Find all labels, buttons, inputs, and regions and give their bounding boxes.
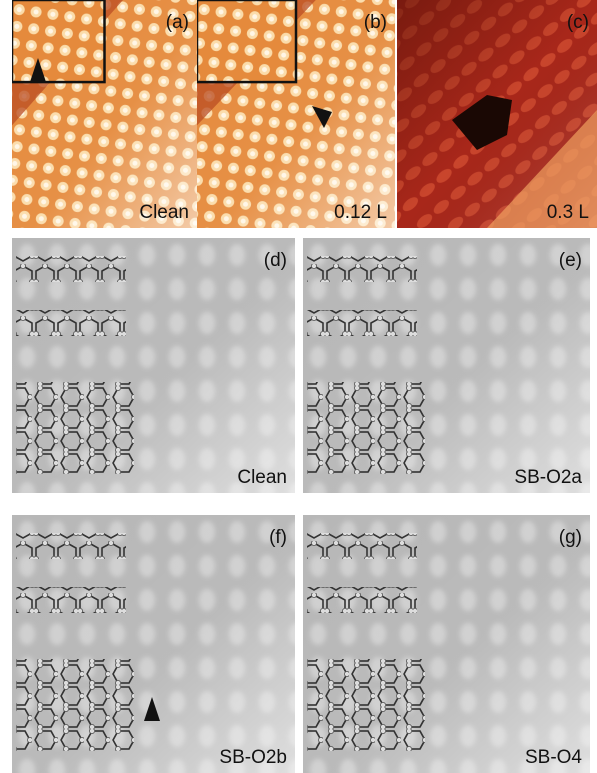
molecules: [307, 533, 417, 559]
molecules: [16, 310, 126, 336]
image: [7, 233, 300, 498]
panel: (f) SB-O2b: [7, 510, 300, 773]
panel-label: (e): [559, 250, 582, 271]
inset: [12, 0, 105, 82]
panel: (e) SB-O2a: [298, 233, 595, 498]
panel-caption: SB-O2b: [219, 747, 287, 768]
image: [298, 233, 595, 498]
molecules: [307, 310, 417, 336]
panel-label: (f): [269, 527, 287, 548]
molecules: [307, 587, 417, 613]
panel: (c) 0.3 L: [397, 0, 597, 228]
panel-caption: 0.12 L: [334, 202, 387, 223]
molecules: [16, 533, 126, 559]
molecules: [307, 659, 425, 751]
molecules: [307, 382, 425, 474]
panel-label: (a): [166, 12, 189, 33]
panel: (d) Clean: [7, 233, 300, 498]
panel-caption: Clean: [139, 202, 189, 223]
molecules: [16, 382, 134, 474]
figure: (a) Clean (b) 0.12 L (c) 0.3 L (d) Clean (e) SB-O…: [0, 0, 597, 773]
image: [298, 510, 595, 773]
molecules: [16, 256, 126, 282]
molecules: [16, 587, 126, 613]
image: [197, 0, 395, 228]
panel-caption: SB-O2a: [514, 467, 582, 488]
molecules: [16, 659, 134, 751]
image: [12, 0, 197, 228]
image: [7, 510, 300, 773]
panel-caption: Clean: [237, 467, 287, 488]
panel-caption: SB-O4: [525, 747, 582, 768]
panel-label: (b): [364, 12, 387, 33]
molecules: [307, 256, 417, 282]
panel: (b) 0.12 L: [197, 0, 395, 228]
panel: (g) SB-O4: [298, 510, 595, 773]
panel: (a) Clean: [12, 0, 197, 228]
image: [397, 0, 597, 228]
inset: [197, 0, 296, 82]
panel-label: (g): [559, 527, 582, 548]
panel-label: (c): [567, 12, 589, 33]
panel-label: (d): [264, 250, 287, 271]
panel-caption: 0.3 L: [547, 202, 589, 223]
